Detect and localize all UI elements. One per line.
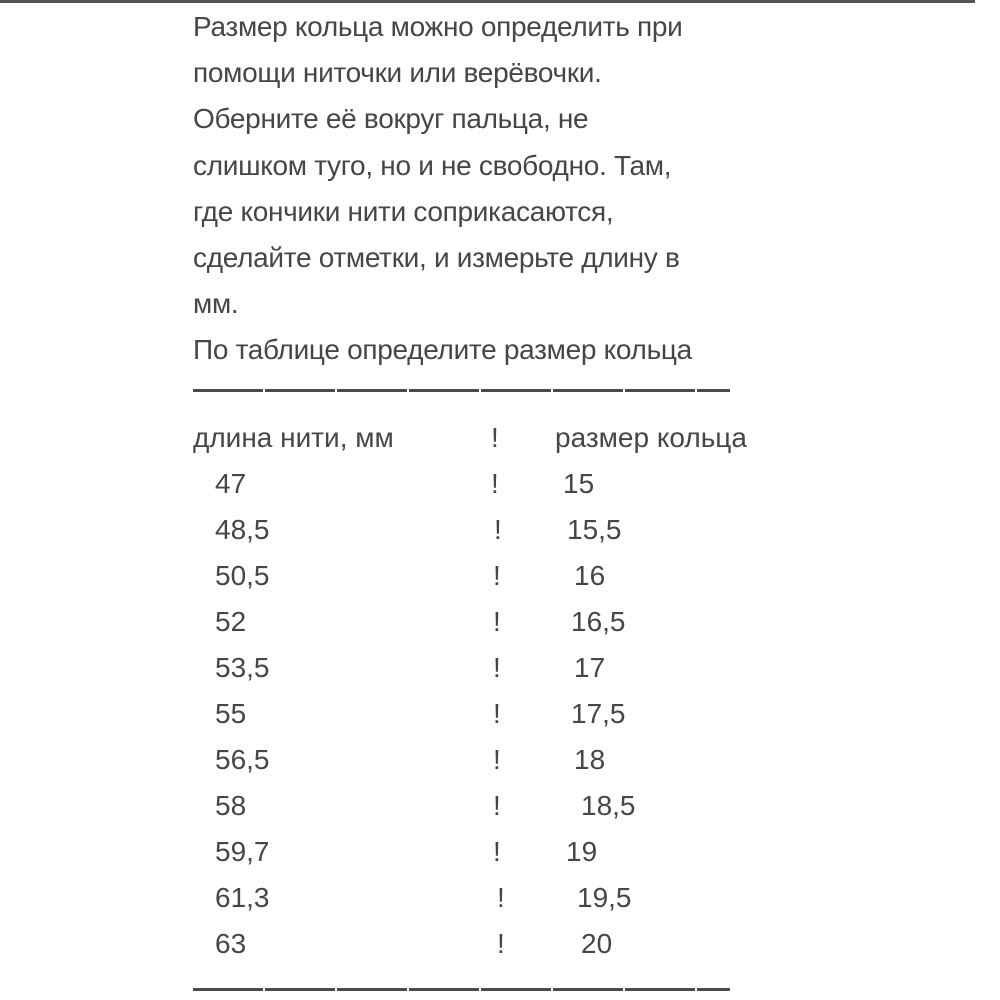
ring-size: 19,5	[577, 882, 632, 913]
thread-length: 63	[215, 928, 247, 959]
separator: !	[491, 468, 499, 499]
table-bottom-divider	[193, 988, 730, 991]
thread-length: 48,5	[215, 514, 270, 545]
ring-size: 19	[566, 836, 598, 867]
separator: !	[493, 698, 501, 729]
ring-size: 16,5	[571, 606, 626, 637]
ring-size: 15,5	[567, 514, 622, 545]
ring-size: 20	[581, 928, 613, 959]
top-divider	[0, 0, 975, 3]
thread-length: 59,7	[215, 836, 270, 867]
separator: !	[493, 652, 501, 683]
header-thread-length: длина нити, мм	[193, 422, 394, 453]
separator: !	[497, 882, 505, 913]
thread-length: 50,5	[215, 560, 270, 591]
instruction-line: слишком туго, но и не свободно. Там,	[193, 149, 672, 181]
separator: !	[497, 928, 505, 959]
instruction-line: Оберните её вокруг пальца, не	[193, 103, 589, 135]
separator: !	[493, 790, 501, 821]
thread-length: 53,5	[215, 652, 270, 683]
ring-size: 15	[563, 468, 595, 499]
separator: !	[493, 560, 501, 591]
ring-size: 17,5	[571, 698, 626, 729]
instruction-line: По таблице определите размер кольца	[193, 334, 692, 366]
instruction-line: Размер кольца можно определить при	[193, 11, 683, 42]
separator: !	[493, 836, 501, 867]
ring-size: 18,5	[581, 790, 636, 821]
instruction-line: помощи ниточки или верёвочки.	[193, 57, 602, 89]
instruction-line: где кончики нити соприкасаются,	[193, 195, 614, 227]
separator: !	[493, 744, 501, 775]
header-separator: !	[491, 422, 499, 453]
ring-size: 18	[574, 744, 606, 775]
ring-size: 16	[574, 560, 606, 591]
instruction-line: мм.	[193, 288, 239, 320]
separator: !	[494, 514, 502, 545]
thread-length: 56,5	[215, 744, 270, 775]
thread-length: 61,3	[215, 882, 270, 913]
thread-length: 47	[215, 468, 247, 499]
instruction-line: сделайте отметки, и измерьте длину в	[193, 241, 680, 273]
table-top-divider	[193, 389, 730, 392]
thread-length: 55	[215, 698, 247, 729]
thread-length: 52	[215, 606, 247, 637]
thread-length: 58	[215, 790, 247, 821]
header-ring-size: размер кольца	[555, 422, 747, 453]
ring-size: 17	[574, 652, 606, 683]
separator: !	[493, 606, 501, 637]
instructions-paragraph: Размер кольца можно определить при помощ…	[193, 4, 692, 374]
